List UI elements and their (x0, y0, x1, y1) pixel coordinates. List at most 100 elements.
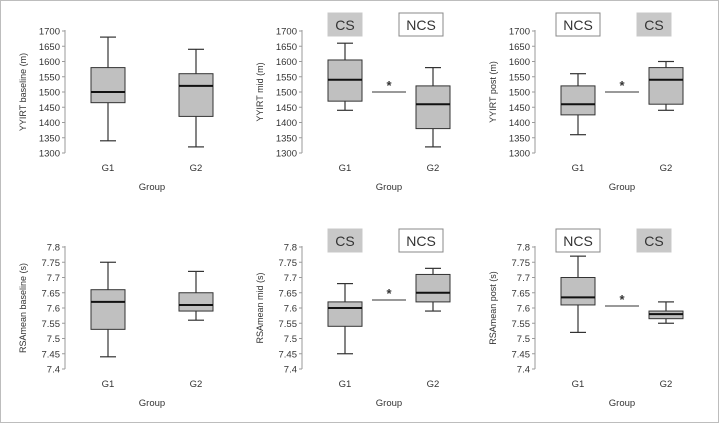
y-axis-title: YYIRT mid (m) (255, 62, 265, 121)
x-axis-title: Group (139, 182, 165, 193)
condition-label-cs: CS (327, 12, 363, 37)
y-tick-label: 1650 (276, 42, 297, 53)
y-tick-label: 1550 (39, 72, 60, 83)
condition-label-cs: CS (636, 228, 672, 253)
condition-label-cs: CS (636, 12, 672, 37)
y-tick-label: 7.75 (42, 258, 61, 269)
significance-marker: * (386, 78, 392, 93)
y-tick-label: 1700 (276, 27, 297, 38)
y-tick-label: 7.7 (47, 273, 60, 284)
box-iqr (178, 73, 214, 117)
box-g1 (560, 73, 596, 136)
box-iqr (90, 289, 126, 330)
y-axis-title: RSAmean post (s) (488, 271, 498, 345)
x-tick-label: G2 (190, 163, 203, 174)
chart-panel-6: 7.4 7.45 7.5 7.55 7.6 7.65 7.7 7.75 7.8 RSAmean p… (488, 228, 684, 409)
chart-panel-5: 7.4 7.45 7.5 7.55 7.6 7.65 7.7 7.75 7.8 RSAmean m… (255, 228, 451, 409)
x-tick-label: G2 (427, 379, 440, 390)
x-axis-title: Group (376, 398, 402, 409)
significance-marker: * (619, 78, 625, 93)
y-tick-label: 1500 (276, 88, 297, 99)
chart-panel-1: 1300 1350 1400 1450 1500 1550 1600 1650 1700 YYIR… (18, 27, 214, 193)
y-tick-label: 7.4 (517, 365, 530, 376)
y-tick-label: 7.6 (284, 304, 297, 315)
condition-label-text: NCS (406, 233, 436, 249)
x-tick-label: G2 (660, 163, 673, 174)
x-tick-label: G2 (427, 163, 440, 174)
y-tick-label: 7.8 (517, 243, 530, 254)
box-g1 (327, 42, 363, 111)
box-iqr (178, 292, 214, 312)
box-iqr (415, 273, 451, 303)
y-tick-label: 7.65 (279, 288, 298, 299)
condition-label-text: CS (335, 17, 354, 33)
x-tick-label: G2 (660, 379, 673, 390)
y-tick-label: 7.65 (42, 288, 61, 299)
condition-label-box (327, 12, 363, 37)
y-tick-label: 1350 (509, 133, 530, 144)
y-tick-label: 1600 (276, 57, 297, 68)
x-axis-title: Group (376, 182, 402, 193)
condition-label-box (636, 12, 672, 37)
y-tick-label: 7.45 (512, 349, 531, 360)
box-iqr (648, 67, 684, 105)
box-g2 (178, 48, 214, 148)
significance-marker: * (619, 292, 625, 307)
x-tick-label: G1 (572, 379, 585, 390)
y-tick-label: 1350 (39, 133, 60, 144)
x-tick-label: G1 (572, 163, 585, 174)
y-tick-label: 1350 (276, 133, 297, 144)
y-axis-title: YYIRT baseline (m) (18, 53, 28, 131)
y-tick-label: 7.4 (284, 365, 297, 376)
y-tick-label: 1600 (39, 57, 60, 68)
chart-panel-2: 1300 1350 1400 1450 1500 1550 1600 1650 1700 YYIR… (255, 12, 451, 193)
box-g1 (327, 283, 363, 355)
y-tick-label: 7.6 (517, 304, 530, 315)
condition-label-text: NCS (406, 17, 436, 33)
y-tick-label: 1550 (276, 72, 297, 83)
condition-label-ncs: NCS (555, 12, 601, 37)
y-tick-label: 1400 (509, 118, 530, 129)
condition-label-box (398, 228, 444, 253)
condition-label-text: CS (644, 233, 663, 249)
x-tick-label: G1 (102, 163, 115, 174)
y-tick-label: 1500 (509, 88, 530, 99)
y-tick-label: 1300 (276, 149, 297, 160)
box-iqr (327, 301, 363, 327)
condition-label-box (636, 228, 672, 253)
y-tick-label: 1300 (509, 149, 530, 160)
box-iqr (560, 277, 596, 306)
y-axis-title: YYIRT post (m) (488, 61, 498, 123)
x-tick-label: G1 (102, 379, 115, 390)
y-tick-label: 7.8 (47, 243, 60, 254)
condition-label-text: CS (644, 17, 663, 33)
y-tick-label: 7.6 (47, 304, 60, 315)
box-iqr (415, 85, 451, 130)
y-tick-label: 1400 (276, 118, 297, 129)
y-tick-label: 7.55 (512, 319, 531, 330)
x-axis-title: Group (609, 398, 635, 409)
y-tick-label: 7.55 (279, 319, 298, 330)
y-tick-label: 7.7 (517, 273, 530, 284)
box-g1 (90, 36, 126, 142)
x-tick-label: G1 (339, 163, 352, 174)
y-tick-label: 1600 (509, 57, 530, 68)
y-tick-label: 7.45 (279, 349, 298, 360)
y-tick-label: 1650 (39, 42, 60, 53)
y-tick-label: 1500 (39, 88, 60, 99)
box-g1 (560, 255, 596, 333)
y-tick-label: 1700 (509, 27, 530, 38)
y-axis-title: RSAmean baseline (s) (18, 263, 28, 353)
y-tick-label: 1450 (509, 103, 530, 114)
chart-panel-4: 7.4 7.45 7.5 7.55 7.6 7.65 7.7 7.75 7.8 RSAmean b… (18, 243, 214, 409)
y-tick-label: 7.7 (284, 273, 297, 284)
x-axis-title: Group (139, 398, 165, 409)
condition-label-ncs: NCS (398, 228, 444, 253)
y-tick-label: 1300 (39, 149, 60, 160)
y-axis-title: RSAmean mid (s) (255, 272, 265, 343)
y-tick-label: 1450 (276, 103, 297, 114)
x-tick-label: G1 (339, 379, 352, 390)
condition-label-box (555, 12, 601, 37)
